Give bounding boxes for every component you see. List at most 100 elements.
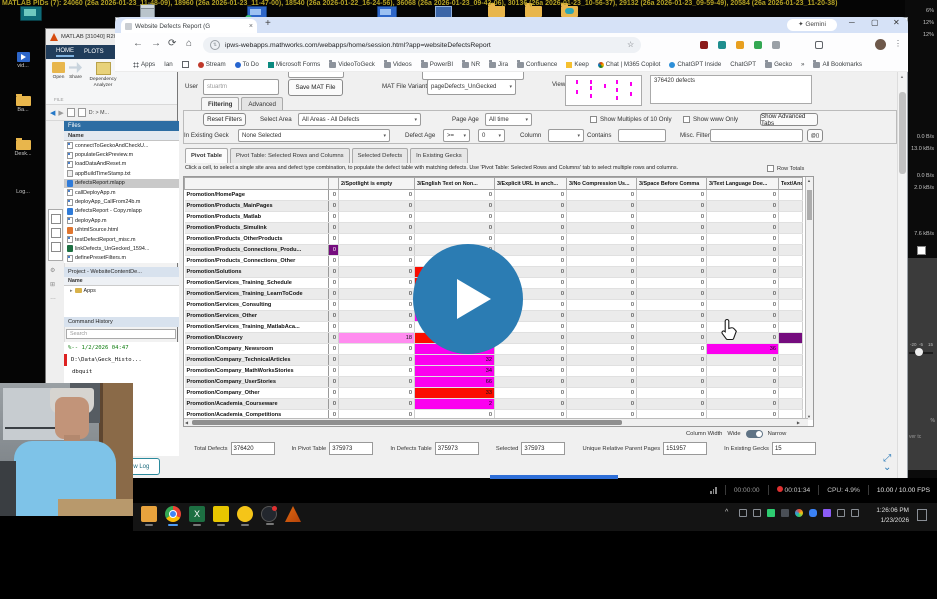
pivot-cell[interactable]: 0 <box>636 310 707 322</box>
site-settings-icon[interactable]: ⇅ <box>210 40 220 50</box>
pivot-cell[interactable]: 0 <box>566 266 637 278</box>
bookmark-item[interactable]: Confluence <box>517 60 557 68</box>
pivot-cell[interactable]: 0 <box>338 211 415 223</box>
pivot-cell[interactable]: 0 <box>706 222 779 234</box>
close-icon[interactable]: ✕ <box>893 18 900 27</box>
pivot-cell[interactable]: 0 <box>338 387 415 399</box>
pivot-column-header[interactable]: 3/English Text on Non... <box>414 177 495 190</box>
pivot-cell[interactable]: 0 <box>566 189 637 201</box>
pivot-row-name[interactable]: Promotion/Products_Simulink <box>184 222 329 234</box>
volume-slider-knob[interactable] <box>915 348 923 356</box>
pivot-cell[interactable] <box>778 266 803 278</box>
pivot-cell[interactable]: 0 <box>566 288 637 300</box>
pivot-cell[interactable] <box>778 233 803 245</box>
pivot-cell[interactable]: 0 <box>636 277 707 289</box>
function-handle-button[interactable]: @() <box>807 129 823 142</box>
pivot-column-header[interactable]: 3/Space Before Comma <box>636 177 707 190</box>
column-width-toggle[interactable] <box>745 430 763 438</box>
file-item[interactable]: uihtmlSource.html <box>64 226 179 235</box>
pivot-cell[interactable]: 0 <box>636 189 707 201</box>
bookmark-item[interactable] <box>181 61 189 68</box>
pivot-cell[interactable] <box>778 321 803 333</box>
pivot-tab[interactable]: Selected Defects <box>351 148 409 163</box>
pivot-column-header[interactable]: Text/Ancho <box>778 177 803 190</box>
pivot-cell[interactable]: 0 <box>414 200 495 212</box>
pivot-column-header[interactable]: 2/Spotlight is empty <box>338 177 415 190</box>
contains-input[interactable] <box>618 129 666 142</box>
pivot-cell[interactable]: 32 <box>414 354 495 366</box>
pivot-cell[interactable]: 0 <box>328 211 339 223</box>
pivot-cell[interactable]: 2 <box>414 398 495 410</box>
history-line[interactable]: dbquit <box>72 369 93 375</box>
pivot-cell[interactable]: 0 <box>566 277 637 289</box>
pivot-cell[interactable]: 0 <box>494 222 567 234</box>
pivot-cell[interactable]: 0 <box>494 310 567 322</box>
tab-filtering[interactable]: Filtering <box>201 97 240 111</box>
file-item[interactable]: loadDataAndReset.m <box>64 160 179 169</box>
pivot-cell[interactable]: 0 <box>328 189 339 201</box>
pivot-cell[interactable]: 36 <box>706 343 779 355</box>
pivot-row-name[interactable]: Promotion/Company_MathWorksStories <box>184 365 329 377</box>
pivot-cell[interactable]: 0 <box>338 376 415 388</box>
extension-icon[interactable] <box>754 41 762 49</box>
file-item[interactable]: defectsReport.mlapp <box>64 178 179 188</box>
pivot-cell[interactable]: 0 <box>706 288 779 300</box>
pivot-cell[interactable]: 0 <box>636 266 707 278</box>
dock-buttons[interactable] <box>48 209 63 261</box>
pivot-cell[interactable]: 0 <box>494 376 567 388</box>
bookmark-item[interactable]: NR <box>462 60 480 68</box>
pivot-cell[interactable]: 0 <box>338 244 415 256</box>
pivot-cell[interactable]: 0 <box>636 365 707 377</box>
pivot-cell[interactable]: 0 <box>706 211 779 223</box>
pivot-cell[interactable] <box>778 354 803 366</box>
pivot-cell[interactable]: 0 <box>566 310 637 322</box>
profile-avatar[interactable] <box>875 39 886 50</box>
pivot-cell[interactable] <box>778 398 803 410</box>
taskbar-clock[interactable]: 1:26:06 PM 1/23/2026 <box>876 506 909 526</box>
pivot-cell[interactable]: 0 <box>566 398 637 410</box>
pivot-cell[interactable]: 0 <box>414 211 495 223</box>
bookmark-item[interactable]: VideoToGeck <box>329 60 375 68</box>
pivot-cell[interactable]: 0 <box>706 277 779 289</box>
folder-cloud-icon[interactable] <box>561 3 578 17</box>
pivot-row-name[interactable]: Promotion/Company_UserStories <box>184 376 329 388</box>
bookmark-item[interactable]: Gecko <box>765 60 792 68</box>
pivot-cell[interactable]: 0 <box>706 398 779 410</box>
pivot-cell[interactable]: 0 <box>636 299 707 311</box>
pivot-cell[interactable]: 0 <box>338 343 415 355</box>
files-name-header[interactable]: Name <box>64 131 179 141</box>
pivot-cell[interactable]: 0 <box>328 200 339 212</box>
pivot-cell[interactable]: 0 <box>494 354 567 366</box>
pivot-cell[interactable]: 0 <box>338 288 415 300</box>
pivot-cell[interactable] <box>778 255 803 267</box>
user-input[interactable]: stuartm <box>203 79 279 95</box>
lattice-icon[interactable]: ⊞ <box>50 282 56 288</box>
pivot-cell[interactable]: 0 <box>328 398 339 410</box>
pivot-cell[interactable]: 0 <box>494 288 567 300</box>
pivot-cell[interactable]: 0 <box>494 365 567 377</box>
pivot-cell[interactable]: 0 <box>328 321 339 333</box>
pivot-cell[interactable]: 0 <box>328 233 339 245</box>
file-item[interactable]: testDefectReport_misc.m <box>64 235 179 244</box>
back-icon[interactable]: ← <box>133 38 143 49</box>
pivot-cell[interactable]: 0 <box>636 244 707 256</box>
pivot-cell[interactable] <box>778 244 803 256</box>
gemini-button[interactable]: ✦ Gemini <box>787 19 837 31</box>
toolbar-item[interactable]: Open <box>52 62 65 104</box>
pivot-cell[interactable]: 0 <box>706 244 779 256</box>
pivot-cell[interactable]: 0 <box>328 255 339 267</box>
pivot-cell[interactable]: 0 <box>494 387 567 399</box>
file-item[interactable]: appBuildTimeStamp.txt <box>64 169 179 178</box>
reload-icon[interactable]: ⟳ <box>168 38 177 49</box>
pivot-cell[interactable]: 0 <box>494 266 567 278</box>
pivot-cell[interactable]: 0 <box>706 266 779 278</box>
new-doc-icon[interactable] <box>66 108 75 117</box>
row-totals-checkbox[interactable] <box>767 165 774 172</box>
bookmark-item[interactable]: Videos <box>383 60 412 68</box>
fullscreen-icon[interactable]: ⤢ ⌄ <box>883 453 892 473</box>
tray-chevron-icon[interactable]: ^ <box>725 509 729 516</box>
tray-onedrive-icon[interactable] <box>809 509 817 517</box>
bookmark-item[interactable]: Stream <box>197 61 226 68</box>
pivot-cell[interactable]: 0 <box>494 321 567 333</box>
pivot-cell[interactable]: 0 <box>338 354 415 366</box>
